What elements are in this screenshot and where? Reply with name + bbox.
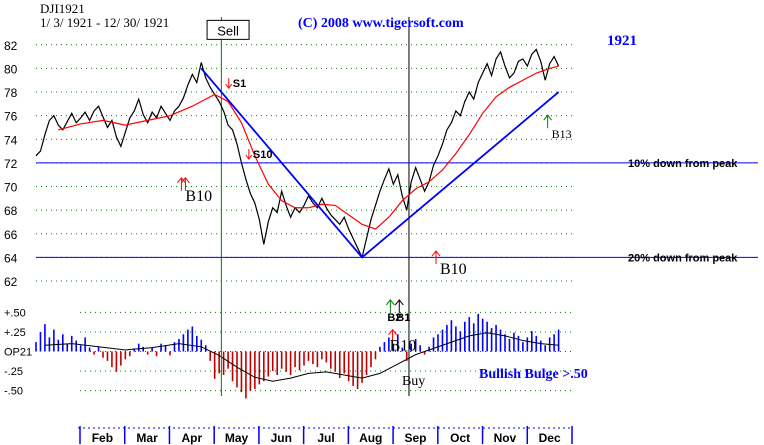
- indicator-bars: [35, 313, 560, 399]
- indicator-line: [44, 332, 559, 382]
- buy-signal-arrow: [181, 176, 190, 191]
- price-y-tick-label: 62: [4, 275, 18, 289]
- price-y-tick-label: 68: [4, 204, 18, 218]
- x-axis-month-label: Jun: [271, 431, 292, 445]
- indicator-y-tick-labels: +.50 +.25 OP21 -.25 -.50: [4, 307, 32, 397]
- price-y-tick-label: 74: [4, 133, 18, 147]
- reference-lines: 10% down from peak 20% down from peak: [36, 158, 758, 264]
- x-axis-month-label: Apr: [181, 431, 202, 445]
- indicator-signal-label: B1: [396, 312, 410, 324]
- buy-signal-arrow: [543, 114, 553, 129]
- indicator-signal-label: Buy: [402, 374, 425, 389]
- buy-signal: B13: [543, 114, 572, 141]
- indicator-y-tick-label: +.25: [4, 327, 26, 339]
- price-line: [35, 48, 560, 260]
- sell-signal-label: S10: [253, 149, 273, 161]
- year-label: 1921: [607, 33, 637, 49]
- x-axis-month-label: Sep: [404, 431, 426, 445]
- price-series-layer: [35, 48, 560, 260]
- moving-average-line: [58, 65, 559, 230]
- indicator-signal-arrow: [385, 299, 395, 313]
- buy-signal: B10: [177, 176, 212, 205]
- indicator-signal-arrow: [394, 299, 404, 313]
- indicator-line-layer: [44, 332, 559, 382]
- copyright-text: (C) 2008 www.tigersoft.com: [298, 16, 464, 31]
- x-axis-month-label: May: [225, 431, 249, 445]
- x-axis-month-label: Oct: [450, 431, 470, 445]
- x-axis-month-label: Feb: [92, 431, 113, 445]
- price-signals: Sell S1 S10 B10 B10 B13: [177, 19, 572, 278]
- bullish-bulge-annotation: Bullish Bulge >.50: [479, 367, 588, 382]
- buy-signal-label: B10: [440, 261, 467, 278]
- price-y-tick-label: 66: [4, 228, 18, 242]
- price-y-tick-labels: 62 64 66 68 70 72 74 76 78 80 82: [4, 39, 18, 289]
- price-y-tick-label: 78: [4, 86, 18, 100]
- x-axis-month-label: Aug: [359, 431, 382, 445]
- buy-signal-arrow: [177, 176, 186, 191]
- sell-signal-label: S1: [233, 78, 246, 90]
- indicator-y-tick-label: -.25: [4, 366, 23, 378]
- reference-line-label: 20% down from peak: [628, 252, 738, 264]
- buy-signal: B10: [431, 250, 467, 278]
- buy-signal-label: B10: [185, 188, 212, 205]
- price-y-tick-label: 72: [4, 157, 18, 171]
- price-y-tick-label: 64: [4, 251, 18, 265]
- x-axis: Feb Mar Apr May Jun Jul Aug Sep Oct Nov Dec: [78, 426, 573, 445]
- buy-signal-label: B13: [552, 127, 572, 141]
- reference-line-label: 10% down from peak: [628, 158, 738, 170]
- sell-signal-box: Sell: [206, 19, 250, 40]
- chart-title: DJI1921: [40, 1, 85, 16]
- trendline: [361, 91, 560, 259]
- indicator-signal-arrow: [388, 328, 397, 343]
- indicator-signal-label: B2: [387, 312, 401, 324]
- x-axis-month-label: Nov: [494, 431, 517, 445]
- sell-signal: S1: [225, 78, 246, 90]
- price-y-tick-label: 80: [4, 62, 18, 76]
- trendlines: [200, 67, 560, 259]
- indicator-signal: B1: [394, 299, 410, 324]
- buy-signal-arrow: [431, 250, 441, 265]
- price-y-tick-label: 70: [4, 181, 18, 195]
- indicator-signal-label: B10: [390, 338, 417, 355]
- trendline: [200, 67, 363, 258]
- indicator-signal: B2: [385, 299, 401, 324]
- x-axis-month-label: Dec: [539, 431, 561, 445]
- indicator-y-tick-label: OP21: [4, 347, 32, 359]
- x-axis-month-label: Jul: [317, 431, 334, 445]
- price-y-tick-label: 82: [4, 39, 18, 53]
- sell-signal: S10: [245, 149, 273, 161]
- indicator-signal: B10: [388, 328, 417, 355]
- signal-vertical-lines: [220, 17, 410, 396]
- x-axis-month-label: Mar: [136, 431, 158, 445]
- indicator-signal: Buy: [402, 374, 425, 389]
- indicator-y-tick-label: -.50: [4, 386, 23, 398]
- indicator-y-tick-label: +.50: [4, 307, 26, 319]
- sell-signal-label: Sell: [217, 23, 239, 38]
- chart-subtitle: 1/ 3/ 1921 - 12/ 30/ 1921: [40, 15, 169, 30]
- price-y-tick-label: 76: [4, 110, 18, 124]
